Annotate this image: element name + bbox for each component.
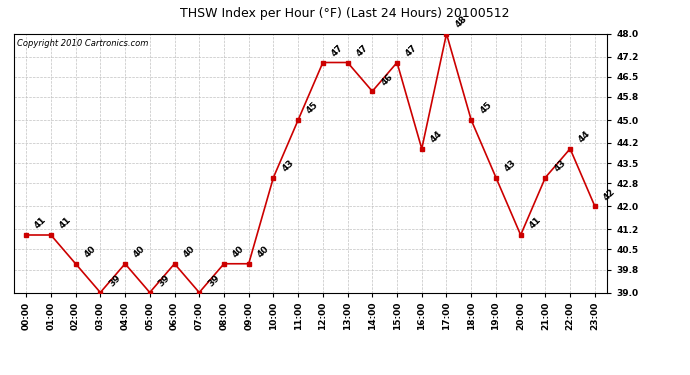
Text: THSW Index per Hour (°F) (Last 24 Hours) 20100512: THSW Index per Hour (°F) (Last 24 Hours)… (180, 8, 510, 21)
Text: 43: 43 (503, 158, 518, 173)
Text: 39: 39 (206, 273, 221, 288)
Text: 40: 40 (231, 244, 246, 260)
Text: 39: 39 (107, 273, 123, 288)
Text: 40: 40 (181, 244, 197, 260)
Text: 39: 39 (157, 273, 172, 288)
Text: 43: 43 (280, 158, 295, 173)
Text: 46: 46 (380, 72, 395, 87)
Text: 47: 47 (355, 43, 370, 58)
Text: 47: 47 (404, 43, 420, 58)
Text: 40: 40 (132, 244, 147, 260)
Text: 44: 44 (428, 129, 444, 145)
Text: 40: 40 (255, 244, 271, 260)
Text: 45: 45 (478, 100, 493, 116)
Text: 41: 41 (528, 216, 543, 231)
Text: 45: 45 (305, 100, 320, 116)
Text: 48: 48 (453, 14, 469, 30)
Text: 41: 41 (33, 216, 48, 231)
Text: 47: 47 (330, 43, 345, 58)
Text: 42: 42 (602, 187, 617, 202)
Text: 43: 43 (552, 158, 568, 173)
Text: 44: 44 (577, 129, 593, 145)
Text: 41: 41 (58, 216, 73, 231)
Text: Copyright 2010 Cartronics.com: Copyright 2010 Cartronics.com (17, 39, 148, 48)
Text: 40: 40 (83, 244, 98, 260)
